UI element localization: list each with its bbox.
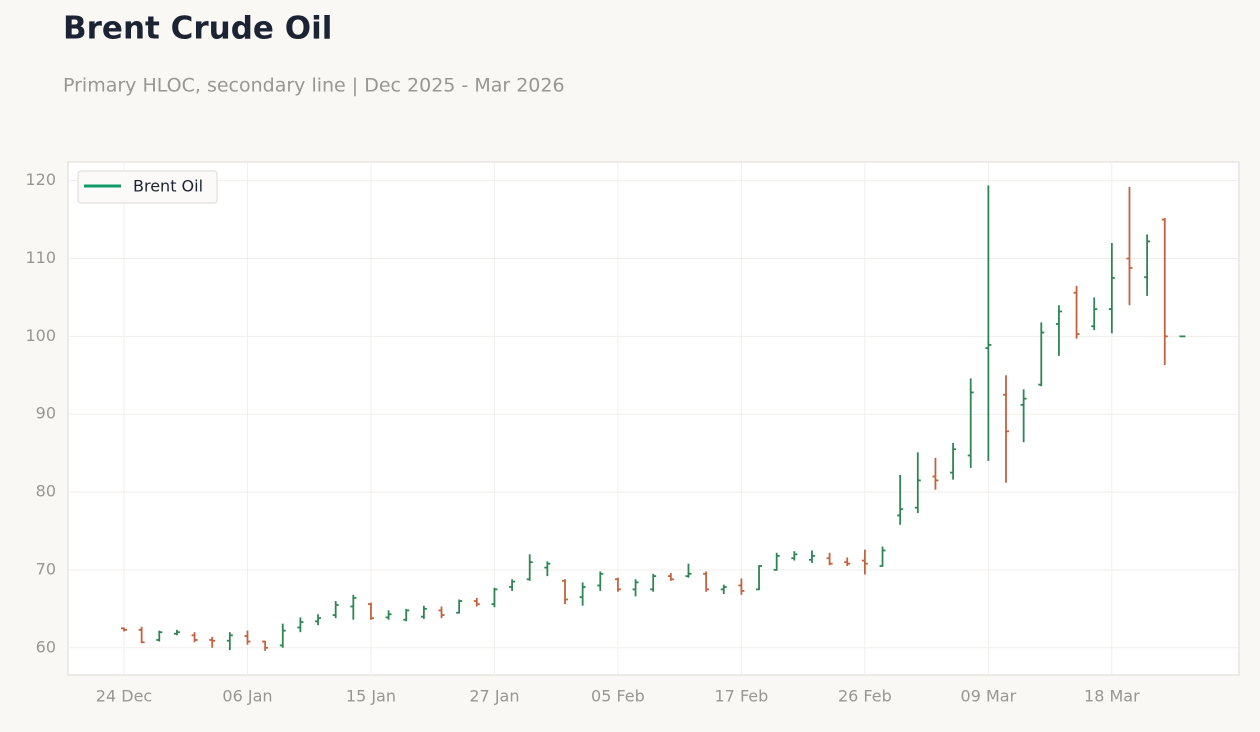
x-tick-label: 05 Feb [591, 687, 645, 706]
legend-label: Brent Oil [133, 177, 203, 196]
y-tick-label: 70 [36, 559, 56, 578]
y-tick-label: 90 [36, 404, 56, 423]
x-tick-label: 26 Feb [838, 687, 892, 706]
x-tick-label: 27 Jan [469, 687, 519, 706]
chart-title: Brent Crude Oil [63, 11, 332, 47]
y-tick-label: 100 [25, 326, 56, 345]
legend [77, 170, 218, 204]
x-tick-label: 17 Feb [715, 687, 769, 706]
chart-subtitle: Primary HLOC, secondary line | Dec 2025 … [63, 75, 565, 97]
x-tick-label: 24 Dec [96, 687, 152, 706]
x-tick-label: 09 Mar [961, 687, 1017, 706]
y-tick-label: 80 [36, 482, 56, 501]
y-tick-label: 60 [36, 637, 56, 656]
x-tick-label: 18 Mar [1084, 687, 1140, 706]
y-tick-label: 110 [25, 248, 56, 267]
plot-area [67, 161, 1240, 676]
x-tick-label: 06 Jan [222, 687, 272, 706]
x-tick-label: 15 Jan [346, 687, 396, 706]
y-tick-label: 120 [25, 170, 56, 189]
